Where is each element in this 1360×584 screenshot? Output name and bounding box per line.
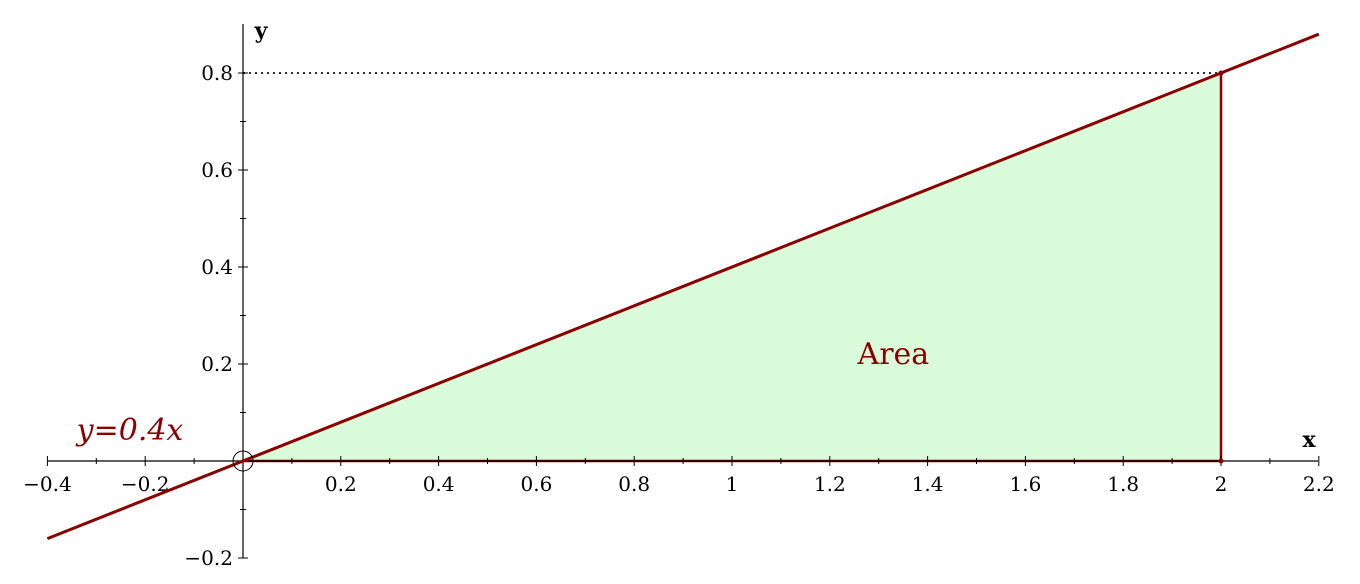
equation-annotation: y=0.4x [75,413,184,448]
x-tick-label: 1.4 [912,472,944,496]
corner-point [1218,458,1224,464]
x-tick-label: 0.2 [325,472,357,496]
labels-layer: Area y=0.4x [75,337,930,448]
x-tick-label: −0.4 [23,472,72,496]
series-line [46,32,1320,540]
y-tick-label: 0.4 [201,255,233,279]
x-tick-label: 0.4 [423,472,455,496]
area-annotation: Area [857,337,930,372]
corner-point [1218,70,1224,76]
x-tick-label: 0.6 [520,472,552,496]
x-axis-label: x [1302,427,1316,453]
y-tick-label: 0.8 [201,61,233,85]
x-tick-label: 1.8 [1107,472,1139,496]
y-axis-label: y [254,18,269,44]
y-tick-label: 0.6 [201,158,233,182]
y-tick-label: 0.2 [201,352,233,376]
origin-marker [232,450,254,472]
x-tick-label: 1.6 [1009,472,1041,496]
x-tick-label: 2.2 [1303,472,1335,496]
series-layer [46,32,1320,540]
x-tick-label: 1 [726,472,739,496]
y-tick-label: −0.2 [184,546,233,570]
x-tick-label: 0.8 [618,472,650,496]
x-tick-label: 2 [1215,472,1228,496]
axes-layer: −0.4 −0.2 0.2 0.4 0.6 0.8 1 1.2 1.4 1.6 1.8 2 2.2−0.… [23,18,1335,570]
x-tick-label: 1.2 [814,472,846,496]
